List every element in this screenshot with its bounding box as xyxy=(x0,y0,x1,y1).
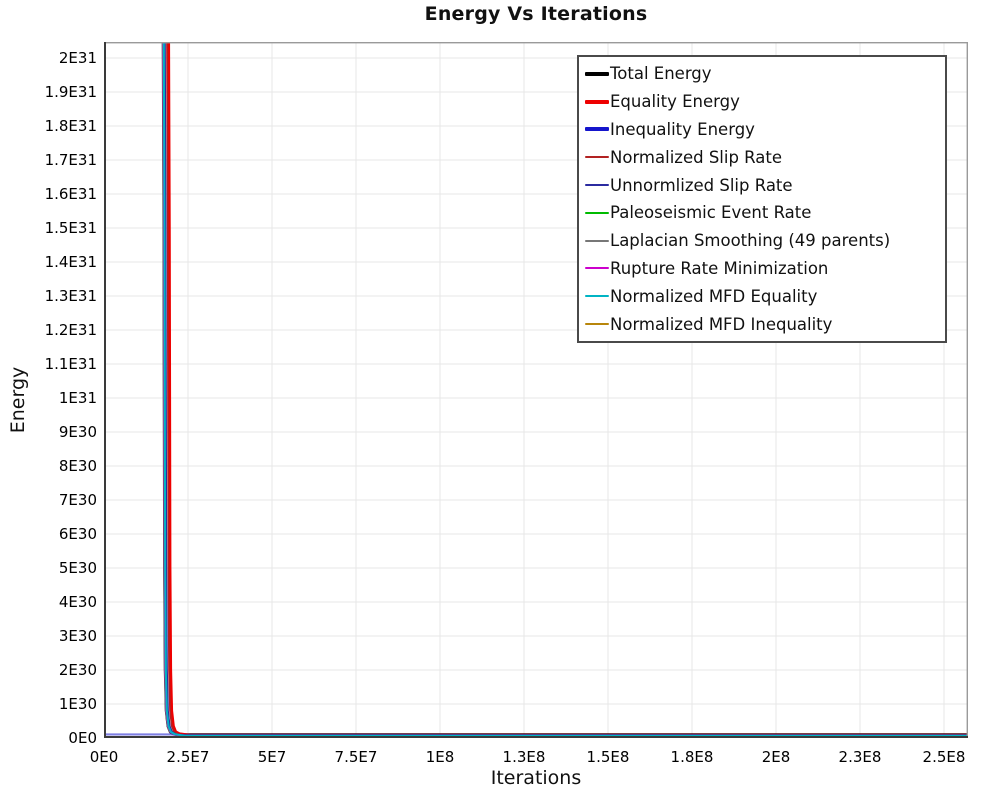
legend-item: Equality Energy xyxy=(585,92,945,111)
legend-label: Normalized MFD Inequality xyxy=(610,314,833,334)
legend-item: Total Energy xyxy=(585,64,945,83)
y-tick-label: 1.5E31 xyxy=(44,218,97,237)
legend-swatch-icon xyxy=(585,295,609,298)
legend-swatch-icon xyxy=(585,239,609,242)
y-tick-label: 1E30 xyxy=(58,694,97,713)
legend-label: Equality Energy xyxy=(610,92,740,112)
x-tick-label: 1.3E8 xyxy=(502,748,546,766)
legend-item: Unnormlized Slip Rate xyxy=(585,176,945,195)
y-tick-label: 2E31 xyxy=(58,48,97,67)
series-line-normalized-mfd-equality xyxy=(162,42,968,737)
y-tick-label: 6E30 xyxy=(58,524,97,543)
y-tick-label: 1.8E31 xyxy=(44,116,97,135)
legend-swatch-icon xyxy=(585,323,609,326)
legend-swatch-icon xyxy=(585,71,609,76)
y-tick-label: 3E30 xyxy=(58,626,97,645)
legend-label: Rupture Rate Minimization xyxy=(610,258,829,278)
legend-label: Normalized MFD Equality xyxy=(610,286,818,306)
legend-swatch-icon xyxy=(585,99,609,104)
legend-swatch-icon xyxy=(585,156,609,159)
y-tick-label: 1.2E31 xyxy=(44,320,97,339)
y-tick-label: 1.1E31 xyxy=(44,354,97,373)
x-tick-label: 7.5E7 xyxy=(334,748,378,766)
y-tick-label: 1.9E31 xyxy=(44,82,97,101)
legend-swatch-icon xyxy=(585,211,609,214)
y-tick-label: 0E0 xyxy=(68,729,97,747)
y-tick-label: 1.4E31 xyxy=(44,252,97,271)
x-tick-label: 2.5E8 xyxy=(922,748,966,766)
chart-title: Energy Vs Iterations xyxy=(424,3,648,25)
x-tick-label: 1E8 xyxy=(425,748,455,766)
x-axis-label: Iterations xyxy=(490,767,582,789)
legend-box: Total Energy Equality Energy Inequality En… xyxy=(577,55,947,343)
legend-label: Paleoseismic Event Rate xyxy=(610,203,812,223)
x-tick-label: 1.8E8 xyxy=(670,748,714,766)
legend-item: Laplacian Smoothing (49 parents) xyxy=(585,231,945,250)
y-tick-label: 1.6E31 xyxy=(44,184,97,203)
legend-swatch-icon xyxy=(585,267,609,270)
x-tick-label: 1.5E8 xyxy=(586,748,630,766)
legend-item: Paleoseismic Event Rate xyxy=(585,203,945,222)
legend-label: Inequality Energy xyxy=(610,119,755,139)
y-tick-label: 1.3E31 xyxy=(44,286,97,305)
y-tick-label: 5E30 xyxy=(58,558,97,577)
legend-swatch-icon xyxy=(585,127,609,132)
x-tick-label: 2.5E7 xyxy=(166,748,210,766)
legend-label: Total Energy xyxy=(610,64,712,84)
legend-label: Normalized Slip Rate xyxy=(610,147,783,167)
legend-item: Inequality Energy xyxy=(585,120,945,139)
y-tick-label: 1E31 xyxy=(58,388,97,407)
x-tick-label: 5E7 xyxy=(257,748,287,766)
y-tick-label: 4E30 xyxy=(58,592,97,611)
y-tick-label: 1.7E31 xyxy=(44,150,97,169)
legend-item: Rupture Rate Minimization xyxy=(585,259,945,278)
legend-item: Normalized MFD Inequality xyxy=(585,315,945,334)
x-tick-label: 0E0 xyxy=(89,748,119,766)
series-group xyxy=(104,42,968,738)
y-tick-label: 9E30 xyxy=(58,422,97,441)
x-tick-label: 2.3E8 xyxy=(838,748,882,766)
legend-item: Normalized MFD Equality xyxy=(585,287,945,306)
x-tick-label: 2E8 xyxy=(761,748,791,766)
y-tick-label: 8E30 xyxy=(58,456,97,475)
legend-item: Normalized Slip Rate xyxy=(585,148,945,167)
legend-label: Laplacian Smoothing (49 parents) xyxy=(610,231,891,251)
legend-label: Unnormlized Slip Rate xyxy=(610,175,793,195)
y-tick-label: 2E30 xyxy=(58,660,97,679)
y-tick-label: 7E30 xyxy=(58,490,97,509)
legend-swatch-icon xyxy=(585,184,609,187)
